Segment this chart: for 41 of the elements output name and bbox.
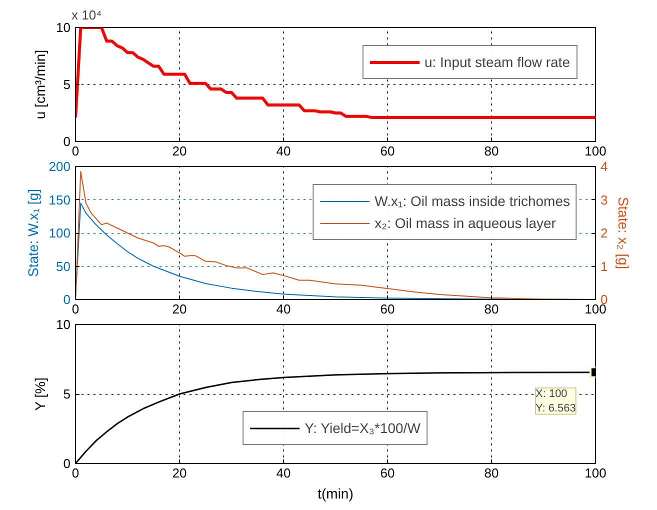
y-tick-label: 0 [63,292,71,307]
y-tick-label: 5 [63,386,71,402]
x-tick-label: 20 [172,144,187,158]
annotation: X: 100 Y: 6.563 [536,388,576,414]
y-tick-label: 200 [48,159,71,174]
legend-label: W.x₁: Oil mass inside trichomes [374,193,570,209]
y-axis-title: Y [%] [32,378,48,411]
y-tick-label: 5 [63,77,71,92]
x-tick-label: 100 [584,144,606,158]
legend-label: x₂: Oil mass in aqueous layer [374,215,556,231]
legend-label: u: Input steam flow rate [424,54,570,70]
text: x 10⁴ [72,8,102,22]
y-axis-title: State: W.x₁ [g] [24,189,41,277]
line-series [76,28,596,120]
y2-tick-label: 2 [600,226,608,240]
y-tick-label: 150 [48,192,71,208]
x-tick-label: 80 [484,466,499,480]
x-tick-label: 60 [380,144,395,158]
x-tick-label: 40 [276,302,291,316]
y-tick-label: 50 [56,258,71,274]
x-tick-label: 100 [584,466,606,480]
y-tick-label: 10 [56,317,71,332]
x-tick-label: 60 [380,302,395,316]
y-axis-title: u [cm³/min] [32,50,48,120]
x-tick-label: 20 [172,466,187,480]
legend-label: Y: Yield=X₃*100/W [304,420,420,436]
y-tick-label: 10 [56,20,71,35]
y2-axis-title: State: x₂ [g] [616,196,632,270]
y-tick-label: 0 [63,134,71,149]
x-tick-label: 40 [276,144,291,158]
y2-tick-label: 4 [600,159,608,174]
x-tick-label: 80 [484,144,499,158]
y-tick-label: 100 [48,226,71,240]
x-tick-label: 80 [484,302,499,316]
y2-tick-label: 3 [600,192,608,208]
x-axis-title: t(min) [318,486,354,502]
y-tick-label: 0 [63,456,71,471]
x-tick-label: 20 [172,302,187,316]
y2-tick-label: 1 [600,258,608,274]
x-tick-label: 60 [380,466,395,480]
x-tick-label: 40 [276,466,291,480]
